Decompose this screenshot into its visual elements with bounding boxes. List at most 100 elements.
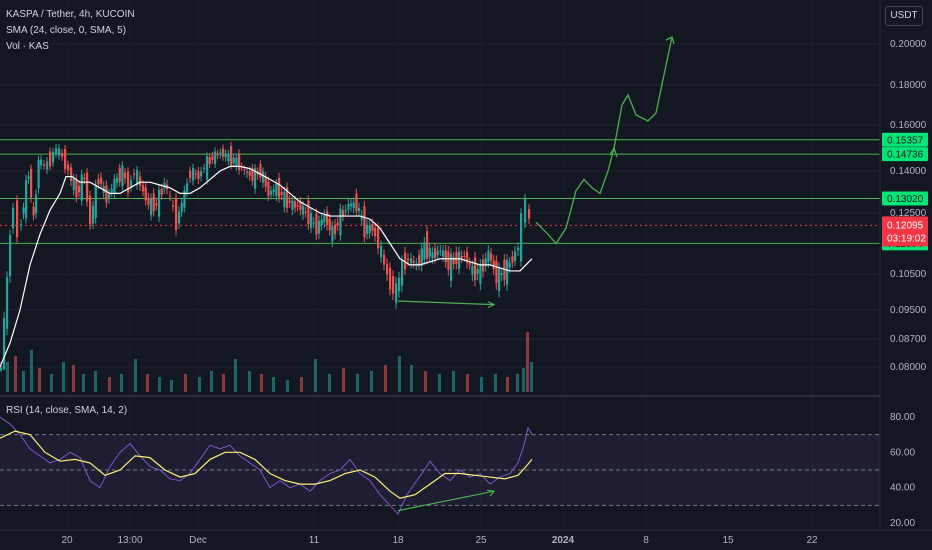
candle-body — [355, 193, 358, 212]
volume-bar — [14, 356, 17, 392]
candle-body — [238, 153, 241, 170]
candle-body — [517, 247, 520, 251]
volume-bar — [522, 368, 525, 392]
level-tag — [882, 132, 928, 147]
candle-body — [58, 148, 61, 156]
price-pane[interactable] — [0, 0, 880, 530]
time-tick-label: 15 — [722, 535, 734, 546]
candle-body — [192, 167, 195, 181]
rsi-tick-label: 20.00 — [890, 518, 915, 529]
candle-body — [339, 208, 342, 236]
candle-body — [452, 257, 455, 264]
candle-body — [67, 164, 70, 171]
volume-bar — [6, 362, 9, 392]
volume-legend[interactable]: Vol · KAS — [6, 41, 49, 52]
volume-bar — [248, 371, 251, 392]
currency-button[interactable]: USDT — [885, 6, 923, 26]
candle-body — [500, 273, 503, 276]
candle-body — [246, 171, 249, 173]
candle-body — [442, 250, 445, 257]
price-tick-label: 0.10500 — [890, 269, 927, 280]
candle-body — [49, 151, 52, 167]
candle-body — [186, 183, 189, 192]
price-tick-label: 0.08000 — [890, 362, 927, 373]
candle-body — [498, 268, 501, 292]
sma-legend[interactable]: SMA (24, close, 0, SMA, 5) — [6, 25, 127, 36]
candle-body — [130, 180, 133, 187]
symbol-legend[interactable]: KASPA / Tether, 4h, KUCOIN — [6, 9, 135, 20]
candle-body — [436, 250, 439, 255]
volume-bar — [134, 359, 137, 392]
candle-body — [20, 224, 23, 226]
candle-body — [55, 148, 58, 154]
candle-body — [64, 149, 67, 169]
candle-body — [320, 219, 323, 225]
candle-body — [347, 204, 350, 210]
level-tag — [882, 191, 928, 206]
volume-bar — [530, 362, 533, 392]
candle-body — [418, 255, 421, 265]
candle-body — [227, 153, 230, 162]
candle-body — [116, 178, 119, 183]
candle-body — [9, 235, 12, 277]
candle-body — [43, 164, 46, 166]
candle-body — [16, 200, 19, 238]
candle-body — [113, 179, 116, 194]
candle-body — [6, 277, 9, 329]
candle-body — [75, 179, 78, 198]
candle-body — [380, 245, 383, 258]
rsi-divergence-line — [397, 490, 495, 512]
candle-body — [392, 276, 395, 294]
volume-bar — [300, 377, 303, 392]
level-tag-label: 0.15357 — [887, 135, 924, 146]
volume-bar — [222, 374, 225, 392]
candle-body — [468, 262, 471, 265]
candle-body — [78, 185, 81, 193]
candle-body — [401, 260, 404, 286]
rsi-legend[interactable]: RSI (14, close, SMA, 14, 2) — [6, 405, 128, 416]
last-price-tag — [882, 216, 928, 247]
candle-body — [248, 171, 251, 176]
candle-body — [455, 252, 458, 264]
volume-bar — [526, 332, 529, 392]
candle-body — [395, 283, 398, 303]
candle-body — [334, 224, 337, 235]
candle-body — [230, 146, 233, 166]
candle-body — [511, 256, 514, 263]
volume-bar — [328, 374, 331, 392]
candle-body — [371, 223, 374, 231]
candle-body — [350, 203, 353, 207]
candle-body — [12, 207, 15, 229]
volume-bar — [170, 380, 173, 392]
candle-body — [358, 208, 361, 212]
candle-body — [412, 261, 415, 263]
rsi-tick-label: 60.00 — [890, 447, 915, 458]
candle-body — [235, 157, 238, 167]
candle-body — [61, 153, 64, 157]
candle-body — [86, 172, 89, 202]
candle-body — [283, 191, 286, 208]
volume-bar — [184, 374, 187, 392]
volume-bar — [50, 374, 53, 392]
volume-bar — [94, 371, 97, 392]
candle-body — [450, 253, 453, 281]
candle-body — [200, 171, 203, 177]
volume-bar — [286, 380, 289, 392]
candle-body — [490, 253, 493, 261]
level-tag — [882, 147, 928, 162]
price-tick-label: 0.20000 — [890, 39, 927, 50]
candle-body — [160, 188, 163, 195]
candle-body — [460, 256, 463, 258]
candle-body — [520, 213, 523, 262]
candle-body — [180, 202, 183, 212]
candle-body — [304, 211, 307, 213]
volume-bar — [272, 377, 275, 392]
candle-body — [407, 258, 410, 261]
candle-body — [147, 197, 150, 205]
rsi-band — [0, 434, 880, 506]
rsi-pane[interactable] — [0, 416, 880, 516]
volume-bar — [198, 377, 201, 392]
candle-body — [331, 226, 334, 242]
